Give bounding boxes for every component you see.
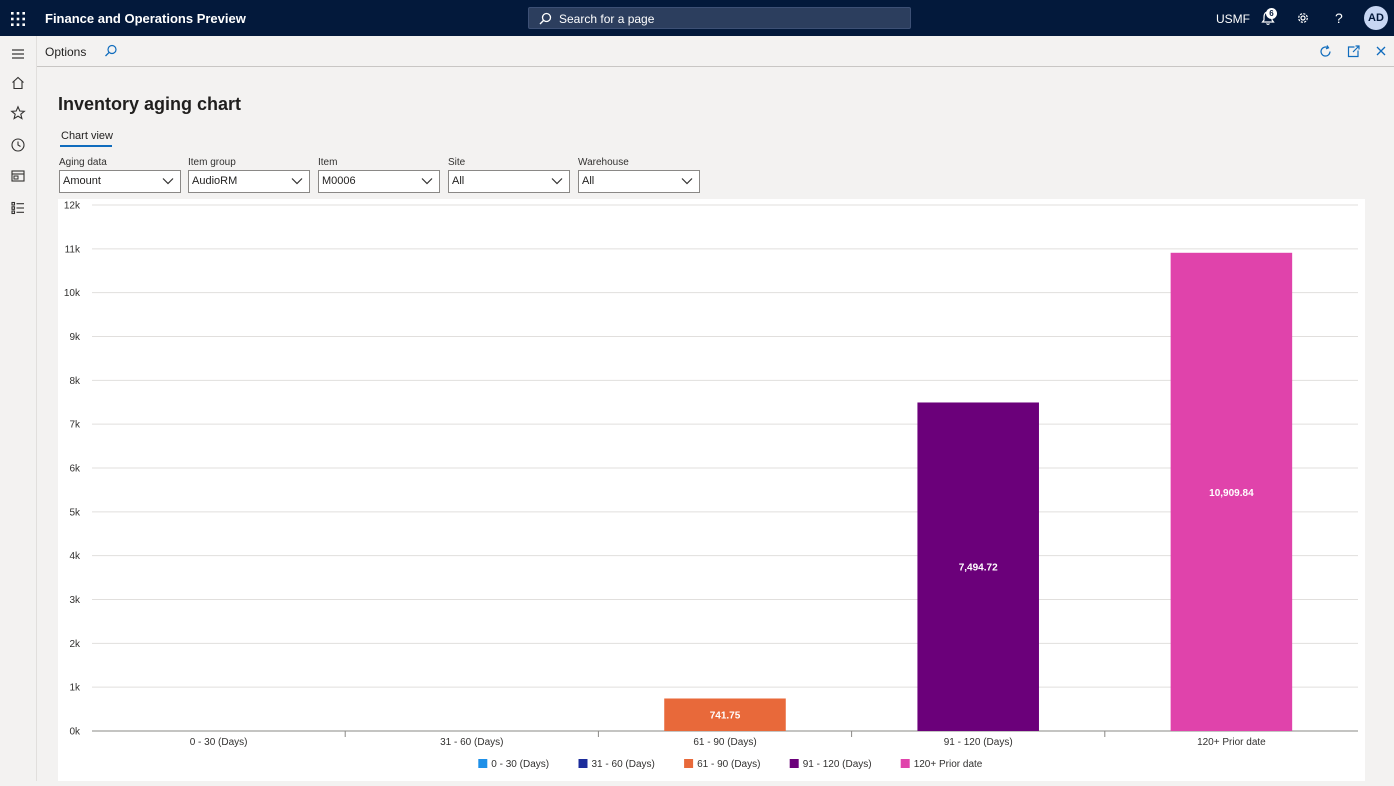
settings-gear-icon[interactable] (1296, 11, 1310, 25)
y-tick-label: 3k (69, 595, 81, 606)
navigation-rail (0, 36, 37, 781)
refresh-icon[interactable] (1318, 44, 1333, 59)
legend-label: 31 - 60 (Days) (592, 759, 655, 770)
item-group-label: Item group (188, 157, 236, 168)
legend-swatch (900, 759, 910, 768)
data-label: 10,909.84 (1209, 488, 1254, 499)
global-search[interactable]: Search for a page (528, 7, 911, 29)
notification-count-badge: 6 (1266, 8, 1277, 19)
item-group-filter: Item group AudioRM (188, 157, 310, 193)
site-filter: Site All (448, 157, 570, 193)
home-icon[interactable] (10, 75, 26, 91)
legend-swatch (684, 759, 694, 768)
warehouse-value: All (582, 175, 595, 187)
app-title[interactable]: Finance and Operations Preview (45, 11, 246, 26)
modules-list-icon[interactable] (10, 200, 26, 216)
workspaces-icon[interactable] (10, 168, 26, 184)
x-tick-label: 61 - 90 (Days) (693, 737, 756, 748)
item-group-value: AudioRM (192, 175, 238, 187)
options-tab[interactable]: Options (45, 45, 87, 59)
search-placeholder: Search for a page (559, 12, 655, 26)
y-tick-label: 5k (69, 507, 81, 518)
aging-data-filter: Aging data Amount (59, 157, 181, 193)
aging-data-value: Amount (63, 175, 101, 187)
y-tick-label: 7k (69, 420, 81, 431)
bar (1170, 252, 1293, 731)
site-label: Site (448, 157, 466, 168)
y-tick-label: 11k (65, 244, 81, 255)
x-tick-label: 91 - 120 (Days) (944, 737, 1013, 748)
tab-selected-indicator (60, 145, 112, 147)
warehouse-label: Warehouse (578, 157, 629, 168)
chevron-down-icon (681, 178, 693, 185)
item-filter: Item M0006 (318, 157, 440, 193)
legend-swatch (789, 759, 799, 768)
x-tick-label: 120+ Prior date (1197, 737, 1266, 748)
action-pane: Options (37, 36, 1394, 67)
y-tick-label: 0k (69, 727, 81, 738)
app-launcher-icon[interactable] (10, 11, 26, 27)
data-label: 7,494.72 (959, 563, 998, 574)
y-tick-label: 1k (69, 683, 81, 694)
chevron-down-icon (421, 178, 433, 185)
chevron-down-icon (162, 178, 174, 185)
legend-label: 91 - 120 (Days) (803, 759, 872, 770)
chevron-down-icon (551, 178, 563, 185)
data-label: 741.75 (710, 711, 741, 722)
x-tick-label: 0 - 30 (Days) (190, 737, 248, 748)
legend-label: 0 - 30 (Days) (491, 759, 549, 770)
bar (917, 402, 1039, 731)
search-icon (539, 12, 552, 25)
help-icon[interactable]: ? (1335, 10, 1343, 26)
recent-clock-icon[interactable] (10, 137, 26, 153)
y-tick-label: 6k (69, 464, 81, 475)
action-search-icon[interactable] (104, 44, 118, 58)
y-tick-label: 8k (69, 376, 81, 387)
page-title: Inventory aging chart (58, 94, 242, 114)
legend-swatch (478, 759, 488, 768)
y-tick-label: 4k (69, 551, 81, 562)
favorites-star-icon[interactable] (10, 105, 26, 121)
warehouse-dropdown[interactable]: All (578, 170, 700, 193)
legend-swatch (578, 759, 588, 768)
site-value: All (452, 175, 465, 187)
bar (664, 698, 786, 731)
chart-canvas: 0k 1k 2k 3k 4k 5k 6k 7k 8k 9k 10k 11k 12k 0 - 30 (Day… (64, 201, 1358, 770)
legend-label: 120+ Prior date (914, 759, 983, 770)
site-dropdown[interactable]: All (448, 170, 570, 193)
chevron-down-icon (291, 178, 303, 185)
y-tick-label: 9k (69, 332, 81, 343)
inventory-aging-chart: 0k 1k 2k 3k 4k 5k 6k 7k 8k 9k 10k 11k 12k 0 - 30 (Day… (58, 199, 1365, 781)
item-dropdown[interactable]: M0006 (318, 170, 440, 193)
warehouse-filter: Warehouse All (578, 157, 700, 193)
item-value: M0006 (322, 175, 356, 187)
hamburger-menu-icon[interactable] (10, 46, 26, 62)
user-avatar[interactable]: AD (1364, 6, 1388, 30)
company-picker[interactable]: USMF (1216, 12, 1250, 26)
y-tick-label: 2k (69, 639, 81, 650)
legend-label: 61 - 90 (Days) (697, 759, 760, 770)
item-group-dropdown[interactable]: AudioRM (188, 170, 310, 193)
y-tick-label: 10k (64, 288, 81, 299)
item-label: Item (318, 157, 338, 168)
aging-data-label: Aging data (59, 157, 107, 168)
tab-chart-view[interactable]: Chart view (61, 130, 113, 142)
aging-data-dropdown[interactable]: Amount (59, 170, 181, 193)
top-bar: Finance and Operations Preview Search fo… (0, 0, 1394, 36)
y-tick-label: 12k (64, 201, 81, 212)
close-icon[interactable] (1374, 44, 1388, 58)
x-tick-label: 31 - 60 (Days) (440, 737, 503, 748)
open-in-new-window-icon[interactable] (1346, 44, 1361, 59)
